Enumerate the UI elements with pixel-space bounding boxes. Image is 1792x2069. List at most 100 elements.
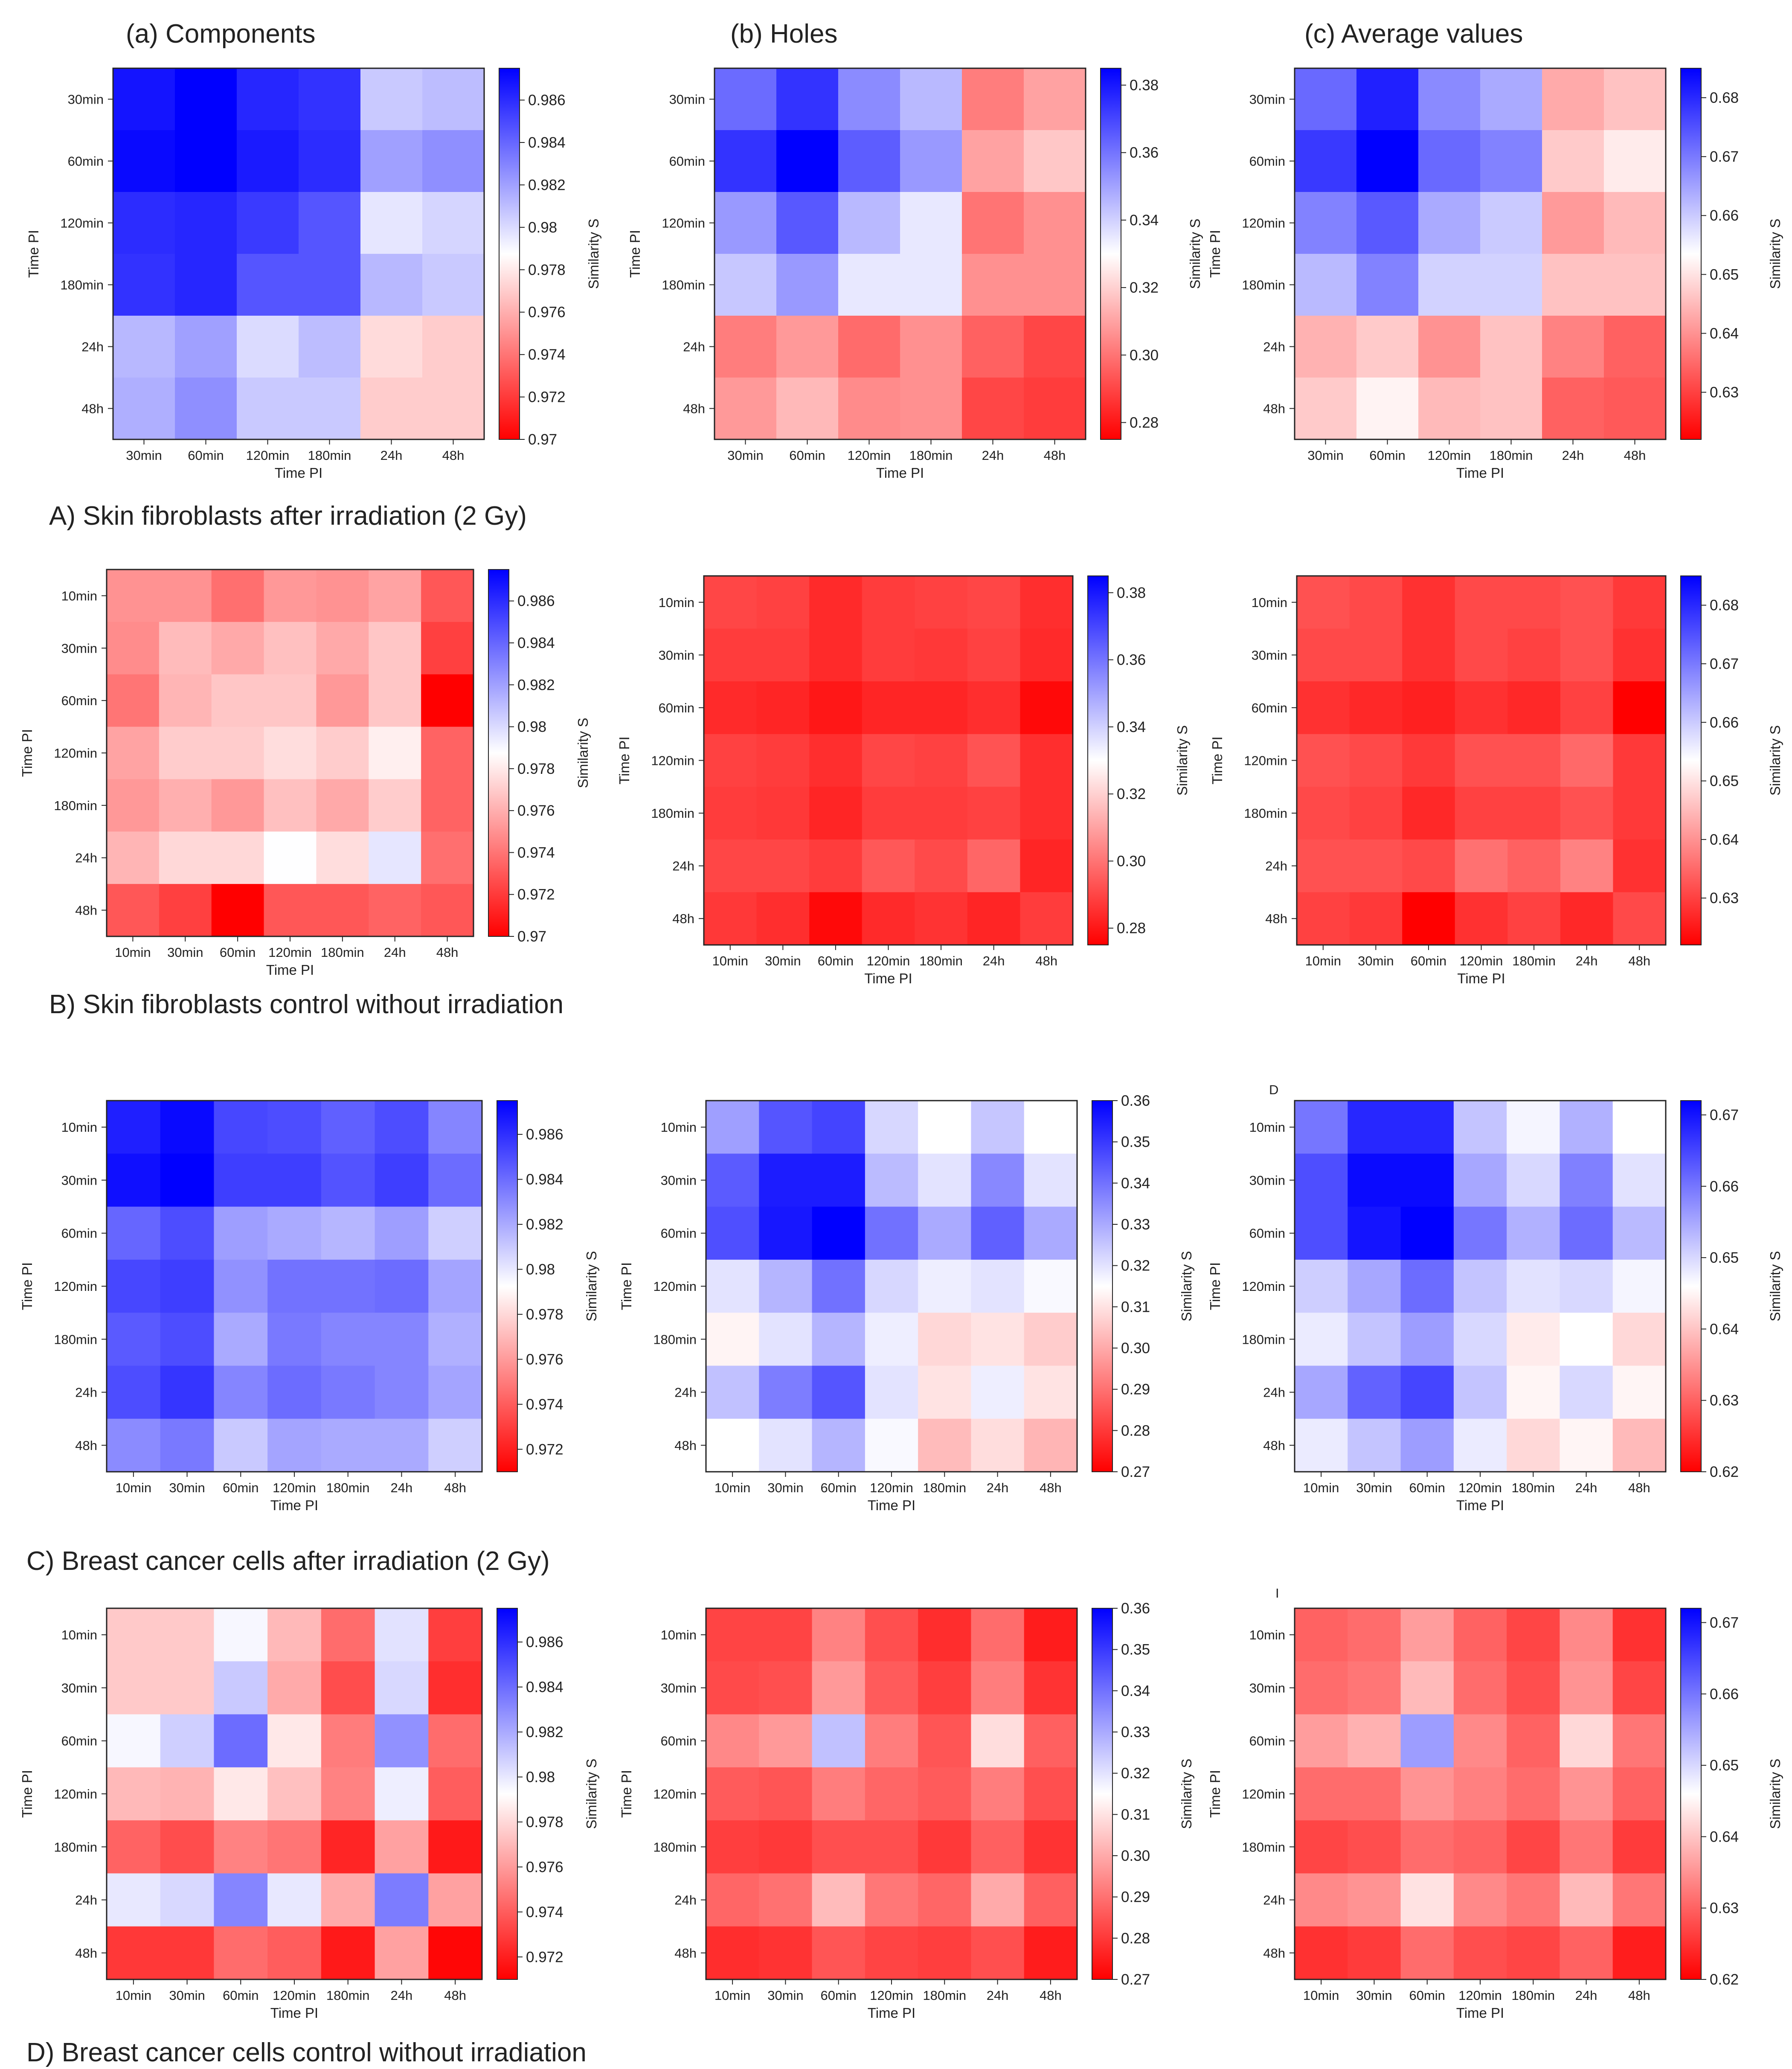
heatmap-cell [1560,787,1614,840]
colorbar-tick-label: 0.32 [1121,1765,1150,1782]
heatmap-cell [1418,68,1481,131]
heatmap-cell [1418,378,1481,440]
x-tick-label: 180min [326,1988,370,2003]
heatmap-cell [316,831,369,884]
y-tick-label: 60min [661,1226,697,1241]
x-tick-label: 120min [273,1480,316,1495]
heatmap-cell [865,1873,918,1927]
column-title-holes: (b) Holes [730,19,838,49]
x-axis-label: Time PI [864,971,912,986]
heatmap-cell [759,1873,813,1927]
heatmap-cell [316,674,369,727]
heatmap-cell [113,192,175,254]
heatmap-cell [1348,1820,1401,1874]
colorbar-tick-label: 0.98 [517,719,546,735]
heatmap-cell [1480,254,1542,316]
heatmap-cell [1348,1313,1401,1366]
colorbar-tick-label: 0.97 [528,431,557,448]
heatmap-cell [812,1873,866,1927]
colorbar-tick-label: 0.30 [1130,347,1159,363]
y-tick-label: 24h [75,851,97,866]
colorbar-tick-label: 0.31 [1121,1299,1150,1315]
heatmap-cell [1295,1926,1348,1980]
colorbar-tick-label: 0.30 [1121,1848,1150,1864]
x-tick-label: 60min [1409,1988,1445,2003]
heatmap-cell [160,1661,215,1715]
heatmap-cell [107,1313,161,1366]
heatmap-cell [1024,1820,1078,1874]
heatmap-frame [112,67,485,440]
y-tick-label: 120min [651,753,694,768]
colorbar-tick-label: 0.66 [1710,207,1739,224]
heatmap-cell [360,378,423,440]
x-axis-label: Time PI [876,465,924,481]
heatmap-cell [759,1767,813,1821]
heatmap-cell [1604,130,1666,192]
colorbar [1680,1608,1702,1980]
heatmap-cell [1604,192,1666,254]
colorbar-label: Similarity S [586,218,601,289]
heatmap-cell [107,831,160,884]
x-tick-label: 30min [167,945,203,960]
colorbar-tick-label: 0.34 [1121,1683,1150,1699]
x-tick-label: 10min [116,1988,151,2003]
colorbar-tick-label: 0.982 [528,177,566,193]
heatmap-cell [428,1661,482,1715]
y-tick-label: 30min [1249,92,1285,107]
heatmap-cell [1400,1154,1454,1207]
heatmap-cell [918,1154,972,1207]
heatmap-cell [421,622,474,675]
x-tick-label: 24h [380,448,403,463]
y-tick-label: 120min [1242,1787,1285,1802]
y-tick-label: 180min [662,278,705,293]
heatmap-cell [706,1820,759,1874]
heatmap-cell [428,1101,482,1154]
colorbar-tick-label: 0.978 [526,1814,563,1831]
heatmap-cell [1024,1608,1078,1662]
y-tick-label: 10min [61,1627,97,1642]
heatmap-frame [1294,67,1667,440]
heatmap-cell [967,734,1021,787]
heatmap-cell [267,1418,322,1472]
colorbar-tick-label: 0.68 [1710,597,1739,614]
heatmap-cell [321,1608,375,1662]
heatmap-cell [1024,316,1086,378]
heatmap-cell [428,1154,482,1207]
heatmap-cell [706,1661,759,1715]
x-tick-label: 10min [1303,1480,1339,1495]
heatmap-cell [214,1154,268,1207]
colorbar-label: Similarity S [575,718,591,788]
heatmap-cell [1348,1259,1401,1313]
heatmap-cell [267,1206,322,1260]
heatmap-cell [159,884,212,937]
heatmap-cell [1020,787,1073,840]
heatmap-cell [756,892,810,945]
heatmap-cell [1297,628,1350,682]
colorbar-tick-label: 0.978 [526,1306,563,1323]
colorbar-tick-label: 0.972 [526,1441,563,1458]
heatmap-cell [776,130,839,192]
heatmap-cell [1507,628,1561,682]
x-tick-label: 60min [1409,1480,1445,1495]
heatmap-cell [428,1926,482,1980]
heatmap-cell [1560,1259,1613,1313]
heatmap-cell [1400,1259,1454,1313]
heatmap-cell [1455,892,1508,945]
heatmap-cell [1612,1608,1666,1662]
colorbar-label: Similarity S [1767,725,1783,796]
colorbar-tick-label: 0.978 [528,262,566,278]
heatmap-cell [862,839,915,893]
heatmap-cell [375,1767,429,1821]
colorbar-tick-label: 0.28 [1121,1422,1150,1439]
colorbar [1680,68,1702,440]
x-tick-label: 10min [116,1480,151,1495]
heatmap-cell [1024,1154,1078,1207]
heatmap-cell [113,254,175,316]
colorbar-tick-label: 0.28 [1117,920,1146,937]
heatmap-cell [809,839,863,893]
x-tick-label: 30min [169,1480,205,1495]
heatmap-cell [1453,1366,1507,1419]
heatmap-cell [211,726,264,780]
x-tick-label: 120min [273,1988,316,2003]
heatmap-cell [812,1366,866,1419]
